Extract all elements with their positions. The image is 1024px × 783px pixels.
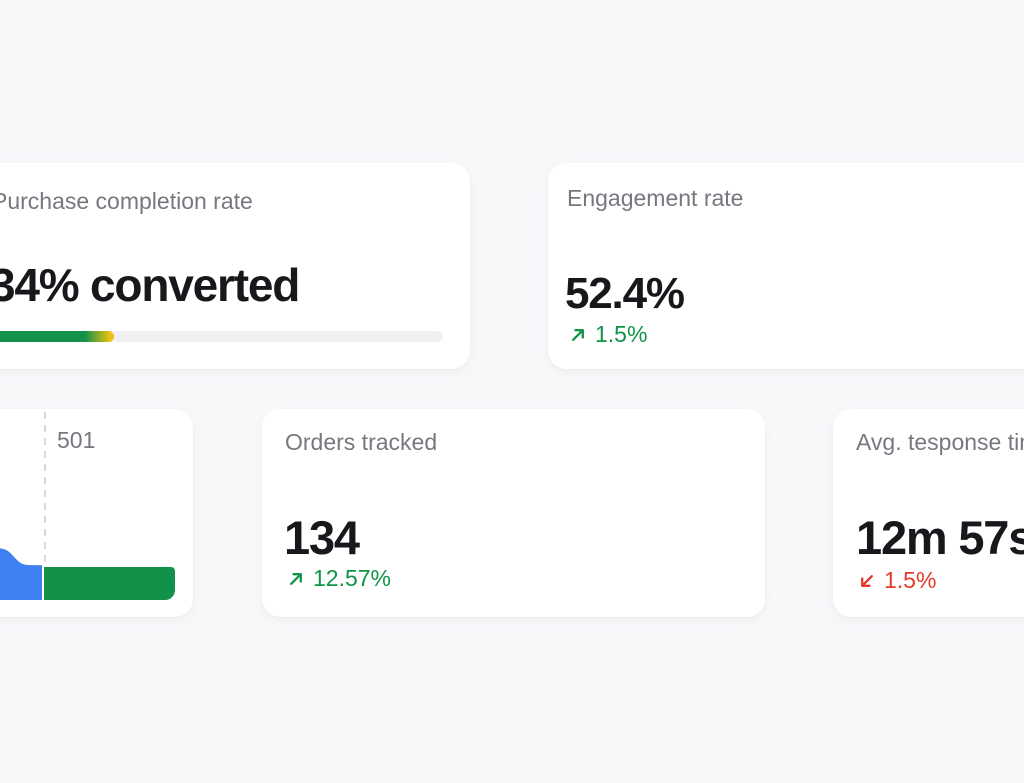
response-delta: 1.5% [858, 569, 936, 592]
orders-delta-value: 12.57% [313, 565, 392, 591]
blue-area-chart [0, 548, 42, 600]
engagement-delta: 1.5% [569, 323, 647, 346]
purchase-card-value: 34% converted [0, 259, 300, 311]
response-card-value: 12m 57s [856, 511, 1024, 564]
progress-fill [0, 331, 114, 342]
chart-marker-dashed-line [44, 412, 46, 565]
blue-area-shape [0, 548, 42, 600]
response-card-label: Avg. tesponse time [856, 429, 1024, 455]
response-delta-value: 1.5% [884, 567, 937, 593]
orders-card-value: 134 [284, 511, 360, 564]
green-bar-segment [44, 567, 175, 600]
progress-bar [0, 331, 443, 342]
trend-up-icon [572, 328, 584, 341]
trend-down-icon [861, 574, 873, 587]
volume-chart-card: 501 [0, 409, 193, 617]
avg-response-time-card: Avg. tesponse time 12m 57s 1.5% [833, 409, 1024, 617]
orders-card-label: Orders tracked [285, 429, 438, 455]
engagement-rate-card: Engagement rate 52.4% 1.5% [548, 163, 1024, 369]
purchase-completion-card: Purchase completion rate 34% converted [0, 163, 470, 369]
purchase-card-label: Purchase completion rate [0, 188, 253, 214]
orders-delta: 12.57% [287, 567, 391, 590]
engagement-card-label: Engagement rate [567, 185, 744, 211]
chart-marker-label: 501 [57, 427, 96, 453]
trend-up-icon [290, 572, 302, 585]
engagement-delta-value: 1.5% [595, 321, 648, 347]
engagement-card-value: 52.4% [565, 269, 685, 318]
orders-tracked-card: Orders tracked 134 12.57% [262, 409, 765, 617]
